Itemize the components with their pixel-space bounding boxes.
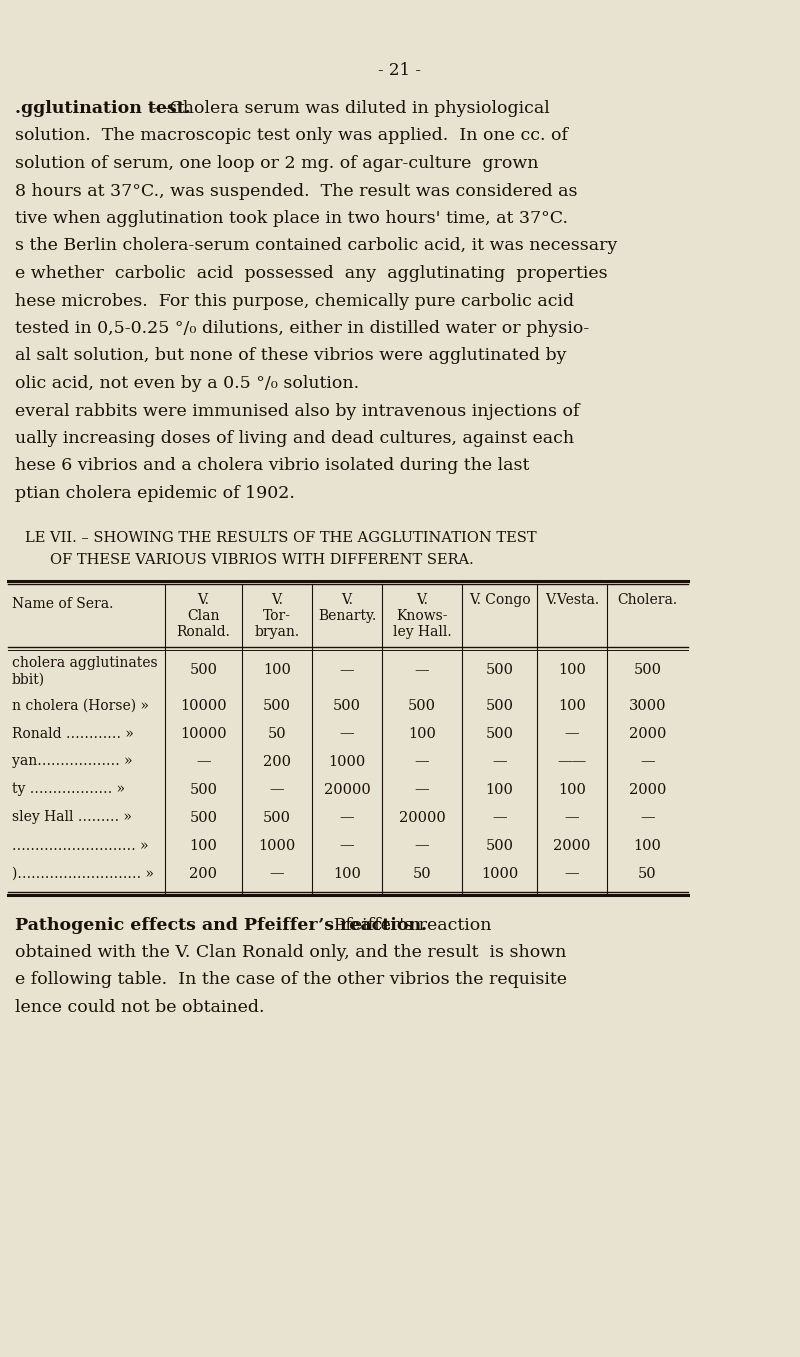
Text: 2000: 2000 — [629, 726, 666, 741]
Text: 8 hours at 37°C., was suspended.  The result was considered as: 8 hours at 37°C., was suspended. The res… — [15, 182, 578, 199]
Text: —: — — [414, 664, 430, 677]
Text: 10000: 10000 — [180, 699, 227, 712]
Text: hese 6 vibrios and a cholera vibrio isolated during the last: hese 6 vibrios and a cholera vibrio isol… — [15, 457, 530, 475]
Text: 500: 500 — [333, 699, 361, 712]
Text: —: — — [340, 810, 354, 825]
Text: —: — — [565, 810, 579, 825]
Text: solution of serum, one loop or 2 mg. of agar-culture  grown: solution of serum, one loop or 2 mg. of … — [15, 155, 538, 172]
Text: 500: 500 — [486, 699, 514, 712]
Text: solution.  The macroscopic test only was applied.  In one cc. of: solution. The macroscopic test only was … — [15, 128, 568, 144]
Text: 100: 100 — [634, 839, 662, 852]
Text: —: — — [492, 810, 507, 825]
Text: 500: 500 — [190, 810, 218, 825]
Text: e whether  carbolic  acid  possessed  any  agglutinating  properties: e whether carbolic acid possessed any ag… — [15, 265, 608, 282]
Text: everal rabbits were immunised also by intravenous injections of: everal rabbits were immunised also by in… — [15, 403, 579, 419]
Text: e following table.  In the case of the other vibrios the requisite: e following table. In the case of the ot… — [15, 972, 567, 988]
Text: 10000: 10000 — [180, 726, 227, 741]
Text: –Pfeiffer's reaction: –Pfeiffer's reaction — [325, 916, 491, 934]
Text: tive when agglutination took place in two hours' time, at 37°C.: tive when agglutination took place in tw… — [15, 210, 568, 227]
Text: 500: 500 — [486, 664, 514, 677]
Text: 2000: 2000 — [629, 783, 666, 797]
Text: 1000: 1000 — [258, 839, 296, 852]
Text: V.
Knows-
ley Hall.: V. Knows- ley Hall. — [393, 593, 451, 639]
Text: V.
Benarty.: V. Benarty. — [318, 593, 376, 623]
Text: 500: 500 — [190, 783, 218, 797]
Text: 100: 100 — [558, 664, 586, 677]
Text: V.Vesta.: V.Vesta. — [545, 593, 599, 607]
Text: —: — — [414, 754, 430, 768]
Text: .gglutination test.: .gglutination test. — [15, 100, 190, 117]
Text: 500: 500 — [263, 810, 291, 825]
Text: 100: 100 — [333, 867, 361, 881]
Text: 100: 100 — [486, 783, 514, 797]
Text: 100: 100 — [558, 699, 586, 712]
Text: ty ……………… »: ty ……………… » — [12, 783, 125, 797]
Text: - 21 -: - 21 - — [378, 62, 422, 79]
Text: ptian cholera epidemic of 1902.: ptian cholera epidemic of 1902. — [15, 484, 295, 502]
Text: —Cholera serum was diluted in physiological: —Cholera serum was diluted in physiologi… — [152, 100, 550, 117]
Text: 2000: 2000 — [554, 839, 590, 852]
Text: 20000: 20000 — [398, 810, 446, 825]
Text: sley Hall ……… »: sley Hall ……… » — [12, 810, 132, 825]
Text: Cholera.: Cholera. — [618, 593, 678, 607]
Text: —: — — [640, 754, 655, 768]
Text: lence could not be obtained.: lence could not be obtained. — [15, 999, 265, 1016]
Text: V.
Clan
Ronald.: V. Clan Ronald. — [177, 593, 230, 639]
Text: 500: 500 — [486, 726, 514, 741]
Text: yan……………… »: yan……………… » — [12, 754, 133, 768]
Text: 20000: 20000 — [324, 783, 370, 797]
Text: cholera agglutinates
bbit): cholera agglutinates bbit) — [12, 657, 158, 687]
Text: 500: 500 — [263, 699, 291, 712]
Text: ually increasing doses of living and dead cultures, against each: ually increasing doses of living and dea… — [15, 430, 574, 446]
Text: 100: 100 — [263, 664, 291, 677]
Text: obtained with the V. Clan Ronald only, and the result  is shown: obtained with the V. Clan Ronald only, a… — [15, 944, 566, 961]
Text: al salt solution, but none of these vibrios were agglutinated by: al salt solution, but none of these vibr… — [15, 347, 566, 365]
Text: 1000: 1000 — [481, 867, 518, 881]
Text: s the Berlin cholera-serum contained carbolic acid, it was necessary: s the Berlin cholera-serum contained car… — [15, 237, 618, 255]
Text: V. Congo: V. Congo — [469, 593, 530, 607]
Text: —: — — [414, 783, 430, 797]
Text: V.
Tor-
bryan.: V. Tor- bryan. — [254, 593, 299, 639]
Text: 200: 200 — [190, 867, 218, 881]
Text: —: — — [640, 810, 655, 825]
Text: 1000: 1000 — [328, 754, 366, 768]
Text: —: — — [340, 839, 354, 852]
Text: 3000: 3000 — [629, 699, 666, 712]
Text: 50: 50 — [413, 867, 431, 881]
Text: LE VII. – SHOWING THE RESULTS OF THE AGGLUTINATION TEST: LE VII. – SHOWING THE RESULTS OF THE AGG… — [25, 531, 537, 544]
Text: Ronald ………… »: Ronald ………… » — [12, 726, 134, 741]
Text: olic acid, not even by a 0.5 °/₀ solution.: olic acid, not even by a 0.5 °/₀ solutio… — [15, 375, 359, 392]
Text: 200: 200 — [263, 754, 291, 768]
Text: —: — — [565, 867, 579, 881]
Text: 100: 100 — [558, 783, 586, 797]
Text: 500: 500 — [634, 664, 662, 677]
Text: hese microbes.  For this purpose, chemically pure carbolic acid: hese microbes. For this purpose, chemica… — [15, 293, 574, 309]
Text: 100: 100 — [190, 839, 218, 852]
Text: —: — — [565, 726, 579, 741]
Text: n cholera (Horse) »: n cholera (Horse) » — [12, 699, 149, 712]
Text: —: — — [270, 867, 284, 881]
Text: —: — — [492, 754, 507, 768]
Text: 50: 50 — [268, 726, 286, 741]
Text: —: — — [414, 839, 430, 852]
Text: —: — — [340, 726, 354, 741]
Text: 500: 500 — [486, 839, 514, 852]
Text: Name of Sera.: Name of Sera. — [12, 597, 114, 611]
Text: 100: 100 — [408, 726, 436, 741]
Text: 500: 500 — [408, 699, 436, 712]
Text: —: — — [270, 783, 284, 797]
Text: OF THESE VARIOUS VIBRIOS WITH DIFFERENT SERA.: OF THESE VARIOUS VIBRIOS WITH DIFFERENT … — [50, 552, 474, 566]
Text: —: — — [340, 664, 354, 677]
Text: —: — — [196, 754, 211, 768]
Text: 50: 50 — [638, 867, 657, 881]
Text: tested in 0,5-0.25 °/₀ dilutions, either in distilled water or physio-: tested in 0,5-0.25 °/₀ dilutions, either… — [15, 320, 590, 337]
Text: Pathogenic effects and Pfeiffer’s reaction.: Pathogenic effects and Pfeiffer’s reacti… — [15, 916, 427, 934]
Text: 500: 500 — [190, 664, 218, 677]
Text: ……………………… »: ……………………… » — [12, 839, 149, 852]
Text: ——: —— — [558, 754, 586, 768]
Text: )……………………… »: )……………………… » — [12, 867, 154, 881]
